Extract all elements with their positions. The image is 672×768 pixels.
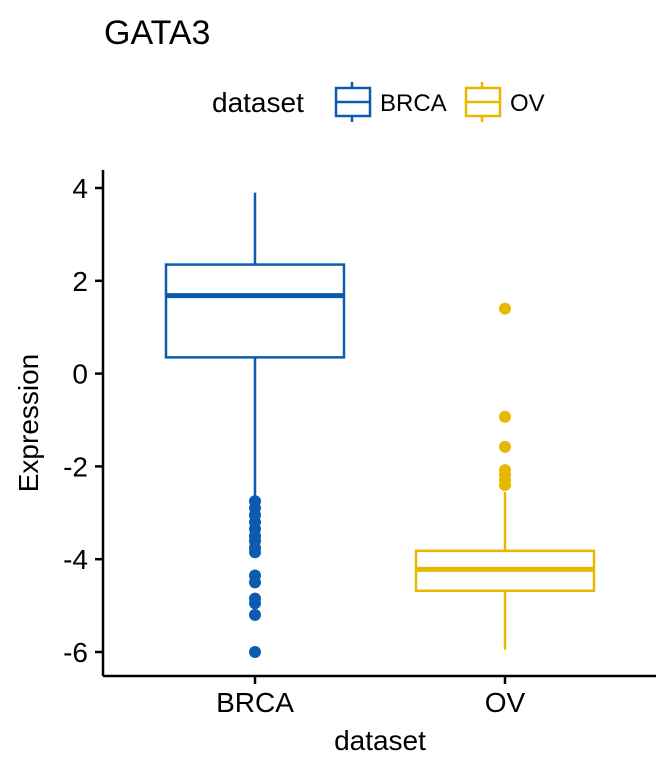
legend-title: dataset	[212, 87, 304, 118]
y-tick-label: 2	[72, 266, 88, 297]
outlier-point	[249, 576, 261, 589]
legend-key-ov: OV	[464, 82, 545, 122]
y-tick-label: 0	[72, 359, 88, 390]
outlier-point	[249, 546, 261, 559]
chart-title: GATA3	[104, 14, 210, 52]
y-tick-label: -4	[63, 544, 88, 575]
x-axis-title: dataset	[334, 725, 426, 756]
legend-key-brca: BRCA	[334, 82, 447, 122]
outlier-point	[249, 608, 261, 621]
box-group-brca	[164, 192, 346, 658]
box-group-ov	[414, 302, 596, 650]
y-axis-title: Expression	[13, 354, 44, 493]
y-tick-label: -6	[63, 637, 88, 668]
outlier-point	[499, 478, 511, 491]
legend-label: BRCA	[380, 90, 447, 117]
plot-area	[164, 192, 596, 658]
outlier-point	[499, 302, 511, 315]
outlier-point	[249, 646, 261, 658]
outlier-point	[499, 410, 511, 423]
outlier-point	[249, 597, 261, 610]
legend: dataset BRCA OV	[212, 82, 545, 122]
x-tick-label: BRCA	[216, 687, 294, 718]
box-iqr	[164, 263, 346, 359]
y-tick-label: -2	[63, 451, 88, 482]
y-tick-label: 4	[72, 173, 88, 204]
x-tick-label: OV	[485, 687, 526, 718]
legend-label: OV	[510, 90, 545, 117]
axes: -6 -4 -2 0 2 4 BRCA OV	[63, 170, 656, 718]
outlier-point	[499, 440, 511, 453]
